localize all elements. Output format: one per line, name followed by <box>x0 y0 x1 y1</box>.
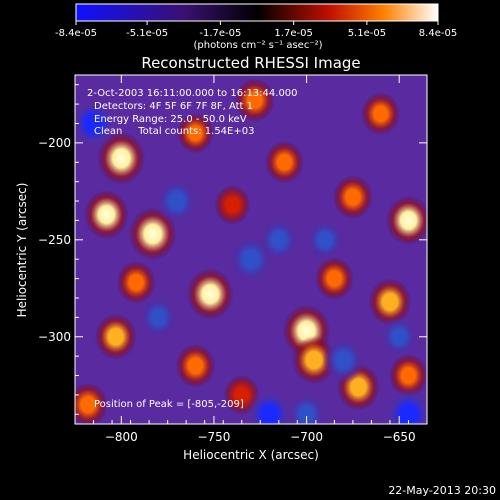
timestamp: 22-May-2013 20:30 <box>388 484 496 497</box>
axes: −800 −750 −700 −650 −200 −250 −300 <box>38 75 428 444</box>
heat-blob <box>380 315 419 358</box>
heat-blob <box>97 131 146 185</box>
heat-blob <box>75 382 108 424</box>
colorbar-tick-label: 5.1e-05 <box>348 28 386 39</box>
x-tick-label: −700 <box>290 430 323 444</box>
heat-blob <box>291 335 336 385</box>
colorbar <box>75 3 439 22</box>
plot-frame <box>74 74 428 425</box>
x-axis-label: Heliocentric X (arcsec) <box>183 448 319 462</box>
annotation-energy-range: Energy Range: 25.0 - 50.0 keV <box>94 114 247 125</box>
annotation-clean-counts: Clean Total counts: 1.54E+03 <box>94 126 254 137</box>
heat-blob <box>75 98 117 149</box>
colorbar-tick-label: 8.4e-05 <box>419 28 457 39</box>
x-tick-label: −750 <box>197 430 230 444</box>
y-tick-label: −300 <box>38 330 71 344</box>
y-tick-label: −200 <box>38 136 71 150</box>
x-tick-label: −650 <box>383 430 416 444</box>
heat-blob <box>332 175 373 220</box>
x-tick-label: −800 <box>105 430 138 444</box>
heat-blob <box>176 112 214 154</box>
heat-blob <box>175 343 216 388</box>
colorbar-tick-label: -8.4e-05 <box>55 28 97 39</box>
heat-blob <box>83 189 129 240</box>
heat-blob <box>186 268 234 320</box>
heat-blob <box>384 387 427 424</box>
annotation-time-range: 2-Oct-2003 16:11:00.000 to 16:13:44.000 <box>87 88 298 99</box>
heat-blob <box>368 278 412 326</box>
y-tick-label: −250 <box>38 233 71 247</box>
heat-blob <box>128 207 177 261</box>
chart-title: Reconstructed RHESSI Image <box>141 54 360 72</box>
colorbar-tick-label: -5.1e-05 <box>126 28 168 39</box>
heat-blob <box>286 392 327 424</box>
heat-blob <box>138 295 178 339</box>
heat-blob <box>116 261 156 304</box>
colorbar-ticks: -8.4e-05 -5.1e-05 -1.7e-05 1.7e-05 5.1e-05 8.… <box>55 21 457 39</box>
peak-position-label: Position of Peak = [-805,-209] <box>94 399 244 410</box>
annotation-detectors: Detectors: 4F 5F 6F 7F 8F, Att 1 <box>94 101 253 112</box>
heat-blob <box>94 313 137 360</box>
heat-blob <box>246 389 293 424</box>
y-axis-label: Heliocentric Y (arcsec) <box>15 183 29 318</box>
heat-blob <box>361 92 401 136</box>
heat-blob <box>306 218 345 261</box>
heat-blob <box>264 140 304 184</box>
colorbar-tick-label: -1.7e-05 <box>199 28 241 39</box>
heatmap-image <box>75 78 427 424</box>
heat-blob <box>385 195 427 246</box>
heat-blob <box>214 185 251 225</box>
heat-blob <box>322 336 365 384</box>
heat-blob <box>388 354 427 397</box>
heat-blob <box>314 257 354 301</box>
heat-blob <box>234 78 275 123</box>
heat-blob <box>258 217 299 262</box>
heat-blob <box>155 177 198 225</box>
colorbar-unit-label: (photons cm⁻² s⁻¹ asec⁻²) <box>193 40 322 51</box>
colorbar-tick-label: 1.7e-05 <box>274 28 312 39</box>
